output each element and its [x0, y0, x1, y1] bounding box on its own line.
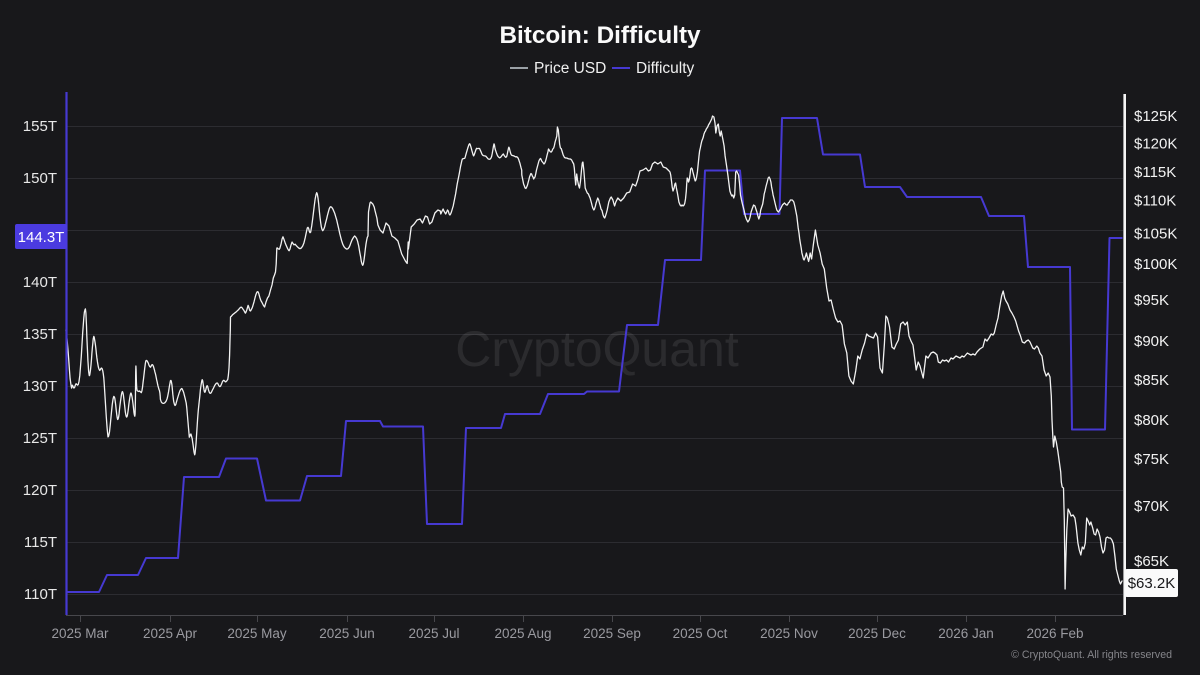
svg-text:120T: 120T	[23, 482, 57, 499]
svg-text:2025 Mar: 2025 Mar	[51, 626, 109, 641]
svg-text:Bitcoin: Difficulty: Bitcoin: Difficulty	[499, 22, 701, 49]
svg-text:155T: 155T	[23, 118, 57, 135]
svg-text:$95K: $95K	[1134, 292, 1169, 309]
svg-text:2025 Jun: 2025 Jun	[319, 626, 375, 641]
svg-text:2025 May: 2025 May	[227, 626, 287, 641]
svg-text:2026 Feb: 2026 Feb	[1026, 626, 1083, 641]
svg-text:$105K: $105K	[1134, 225, 1177, 242]
svg-text:$125K: $125K	[1134, 108, 1177, 125]
svg-text:Price USD: Price USD	[534, 60, 606, 77]
svg-text:130T: 130T	[23, 378, 57, 395]
svg-text:$65K: $65K	[1134, 553, 1169, 570]
svg-text:2025 Apr: 2025 Apr	[143, 626, 198, 641]
svg-text:125T: 125T	[23, 430, 57, 447]
svg-text:2025 Dec: 2025 Dec	[848, 626, 906, 641]
svg-text:110T: 110T	[24, 586, 57, 603]
svg-text:$85K: $85K	[1134, 372, 1169, 389]
svg-text:$120K: $120K	[1134, 135, 1177, 152]
svg-text:Difficulty: Difficulty	[636, 60, 695, 77]
svg-text:2025 Jul: 2025 Jul	[408, 626, 459, 641]
svg-text:150T: 150T	[23, 170, 57, 187]
svg-text:$115K: $115K	[1134, 164, 1176, 181]
svg-text:$100K: $100K	[1134, 256, 1177, 273]
svg-text:$110K: $110K	[1134, 192, 1176, 209]
svg-text:144.3T: 144.3T	[18, 229, 65, 246]
svg-text:135T: 135T	[23, 326, 57, 343]
svg-text:2025 Oct: 2025 Oct	[673, 626, 728, 641]
svg-text:$63.2K: $63.2K	[1128, 575, 1176, 592]
svg-text:$90K: $90K	[1134, 333, 1169, 350]
svg-text:$80K: $80K	[1134, 412, 1169, 429]
svg-text:$70K: $70K	[1134, 498, 1169, 515]
svg-text:© CryptoQuant. All rights rese: © CryptoQuant. All rights reserved	[1011, 649, 1172, 661]
svg-text:140T: 140T	[23, 274, 57, 291]
svg-text:2025 Sep: 2025 Sep	[583, 626, 641, 641]
svg-text:2025 Nov: 2025 Nov	[760, 626, 818, 641]
svg-text:2026 Jan: 2026 Jan	[938, 626, 994, 641]
svg-text:$75K: $75K	[1134, 451, 1169, 468]
svg-text:CryptoQuant: CryptoQuant	[455, 321, 739, 377]
svg-text:115T: 115T	[24, 534, 57, 551]
svg-text:2025 Aug: 2025 Aug	[494, 626, 551, 641]
